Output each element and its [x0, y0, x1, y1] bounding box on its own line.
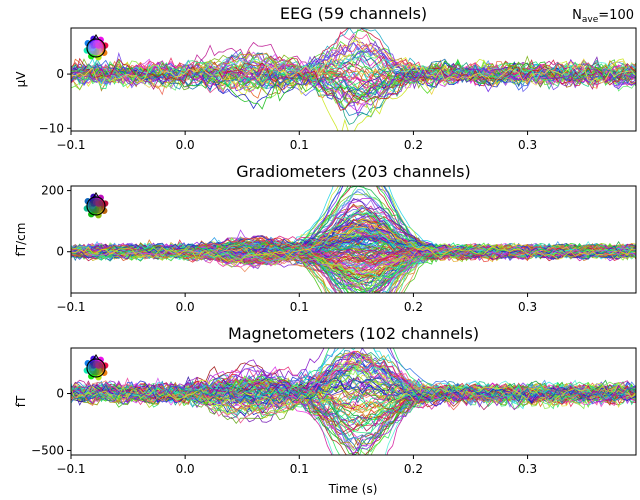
panel-2-axes-frame: [70, 347, 637, 456]
panel-1-x-tick-label: 0.1: [290, 300, 309, 314]
panel-1-x-tick-label: −0.1: [56, 300, 85, 314]
panel-1-channel-line: [71, 240, 636, 264]
panel-2-x-tick-label: 0.2: [404, 462, 423, 476]
panel-1-axes-frame: [70, 185, 637, 294]
panel-2-title: Magnetometers (102 channels): [228, 324, 479, 343]
panel-0-channel-line: [71, 53, 636, 88]
panel-1-channel-line: [71, 219, 636, 259]
panel-2-channel-line: [71, 368, 636, 404]
panel-0-channel-line: [71, 65, 636, 104]
panel-2-traces: [71, 348, 636, 455]
panel-1-y-axis-label: fT/cm: [14, 223, 28, 257]
panel-0-channel-line: [71, 59, 636, 95]
panel-2-channel-line: [71, 379, 636, 413]
panel-2-x-tick-label: 0.1: [290, 462, 309, 476]
panel-1-channel-line: [71, 239, 636, 293]
gradiometer-panel: Gradiometers (203 channels) fT/cm −0.1 0.0 0…: [14, 162, 637, 314]
panel-0-y-tick-label: −10: [39, 121, 64, 135]
panel-2-y-tick-label: −500: [31, 443, 64, 457]
panel-2-y-axis-label: fT: [14, 395, 28, 407]
panel-0-axes-frame: [70, 27, 637, 132]
panel-0-y-tick-label: 0: [56, 67, 64, 81]
nave-annotation: Nave=100: [572, 8, 634, 25]
panel-1-title: Gradiometers (203 channels): [236, 162, 470, 181]
panel-2-channel-line: [71, 380, 636, 407]
panel-1-channel-line: [71, 220, 636, 263]
panel-2-x-tick-label: 0.3: [518, 462, 537, 476]
panel-2-y-tick-label: 0: [56, 387, 64, 401]
panel-1-channel-line: [71, 235, 636, 261]
panel-0-x-tick-label: 0.3: [518, 138, 537, 152]
panel-0-x-tick-label: 0.1: [290, 138, 309, 152]
panel-0-channel-line: [71, 60, 636, 104]
panel-0-x-tick-label: 0.2: [404, 138, 423, 152]
panel-1-y-tick-label: 0: [56, 245, 64, 259]
panel-1-channel-line: [71, 245, 636, 293]
magnetometer-panel: Magnetometers (102 channels) fT −0.1 0.0 0.1…: [14, 324, 637, 476]
panel-2-x-tick-label: −0.1: [56, 462, 85, 476]
panel-2-channel-line: [71, 353, 636, 410]
panel-0-sensor-head-icon: [83, 34, 109, 61]
panel-0-traces: [71, 28, 636, 131]
panel-1-sensor-head-icon: [83, 192, 109, 219]
panel-0-title: EEG (59 channels): [280, 4, 427, 23]
panel-1-channel-line: [71, 238, 636, 263]
panel-0-y-axis-label: µV: [14, 71, 28, 88]
panel-0-x-tick-label: 0.0: [176, 138, 195, 152]
panel-2-channel-line: [71, 380, 636, 411]
panel-2-sensor-head-icon: [83, 354, 109, 381]
panel-1-traces: [71, 186, 636, 293]
panel-2-x-tick-label: 0.0: [176, 462, 195, 476]
panel-1-x-tick-label: 0.3: [518, 300, 537, 314]
panel-1-y-tick-label: 200: [41, 184, 64, 198]
panel-1-x-tick-label: 0.2: [404, 300, 423, 314]
panel-1-x-tick-label: 0.0: [176, 300, 195, 314]
panel-0-channel-line: [71, 60, 636, 100]
panel-0-channel-line: [71, 58, 636, 111]
eeg-panel: EEG (59 channels) µV −0.1 0.0 0.1 0.2 0.3 0 −10: [14, 4, 637, 152]
x-axis-label: Time (s): [328, 482, 378, 496]
panel-0-x-tick-label: −0.1: [56, 138, 85, 152]
